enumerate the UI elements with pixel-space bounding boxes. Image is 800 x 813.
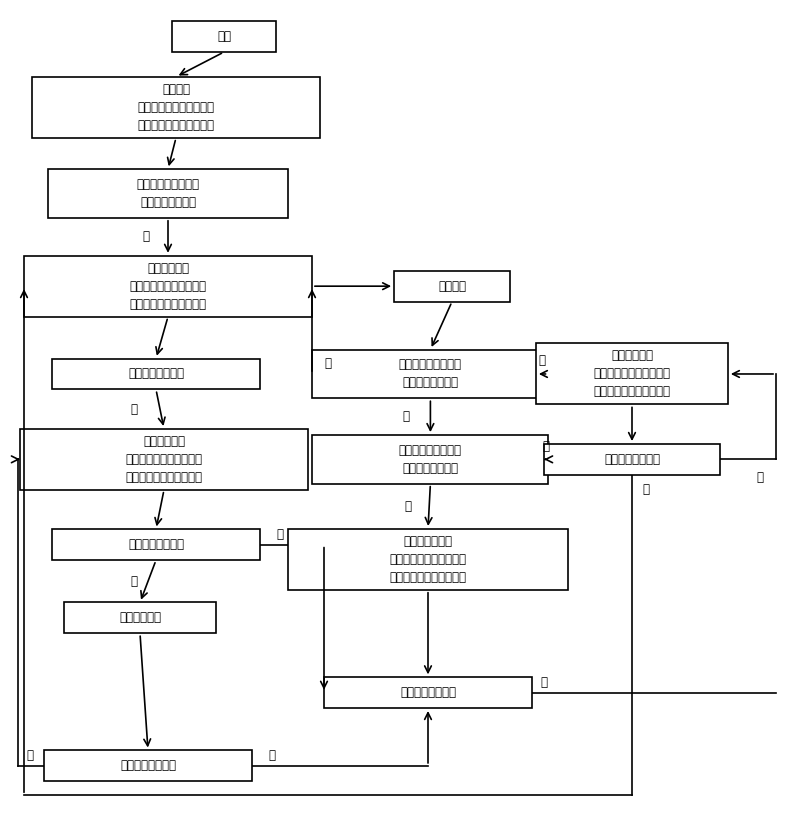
Text: 水温水位传感器检测
是否到达设定水位: 水温水位传感器检测 是否到达设定水位 (137, 178, 199, 209)
Text: 需电加热: 需电加热 (438, 280, 466, 293)
FancyBboxPatch shape (24, 256, 312, 316)
FancyBboxPatch shape (536, 343, 728, 404)
Text: 是: 是 (541, 676, 547, 689)
Text: 水温水位传感器检测
是否到达设定水位: 水温水位传感器检测 是否到达设定水位 (399, 359, 462, 389)
FancyBboxPatch shape (544, 444, 720, 475)
Text: 水温水位传感器检测
是否到达设定水温: 水温水位传感器检测 是否到达设定水温 (399, 444, 462, 475)
Text: 否: 否 (405, 500, 411, 513)
Text: 热水龙头是否打开: 热水龙头是否打开 (400, 686, 456, 699)
FancyBboxPatch shape (313, 435, 549, 484)
FancyBboxPatch shape (52, 359, 260, 389)
FancyBboxPatch shape (324, 677, 532, 708)
Text: 是: 是 (26, 749, 33, 762)
Text: 进入用水状态
上水阀打开、进气阀关闭
泄压阀关闭、信号阀关闭: 进入用水状态 上水阀打开、进气阀关闭 泄压阀关闭、信号阀关闭 (126, 435, 202, 484)
Text: 热水龙头是否打开: 热水龙头是否打开 (128, 367, 184, 380)
Text: 是: 是 (325, 357, 332, 370)
FancyBboxPatch shape (52, 529, 260, 560)
Text: 否: 否 (277, 528, 283, 541)
Text: 进入集热状态
上水阀关闭、进气阀打开
泄压阀打开、信号阀打开: 进入集热状态 上水阀关闭、进气阀打开 泄压阀打开、信号阀打开 (130, 262, 206, 311)
Text: 否: 否 (269, 749, 275, 762)
Text: 进入电加热状态
上水阀关闭、进气阀打开
泄压阀打开、信号阀打开: 进入电加热状态 上水阀关闭、进气阀打开 泄压阀打开、信号阀打开 (390, 535, 466, 584)
FancyBboxPatch shape (313, 350, 549, 398)
Text: 进入上水状态
上水阀打开、进气阀关闭
泄压阀关闭、信号阀关闭: 进入上水状态 上水阀打开、进气阀关闭 泄压阀关闭、信号阀关闭 (594, 350, 670, 398)
Text: 进入待机状态: 进入待机状态 (119, 611, 161, 624)
Text: 否: 否 (542, 440, 550, 453)
Text: 热水龙头是否打开: 热水龙头是否打开 (120, 759, 176, 772)
FancyBboxPatch shape (288, 528, 568, 590)
Text: 热水龙头是否打开: 热水龙头是否打开 (128, 538, 184, 551)
Text: 开始: 开始 (217, 30, 231, 43)
Text: 是: 是 (142, 230, 149, 243)
Text: 是: 是 (403, 411, 410, 423)
FancyBboxPatch shape (44, 750, 252, 781)
Text: 否: 否 (538, 354, 546, 367)
Text: 否: 否 (130, 575, 137, 588)
Text: 是: 是 (643, 483, 650, 496)
FancyBboxPatch shape (64, 602, 216, 633)
Text: 是: 是 (130, 402, 137, 415)
FancyBboxPatch shape (172, 21, 276, 52)
FancyBboxPatch shape (48, 169, 288, 218)
Text: 是: 是 (757, 471, 763, 484)
FancyBboxPatch shape (32, 77, 320, 137)
Text: 热水龙头是否打开: 热水龙头是否打开 (604, 453, 660, 466)
Text: 初始上水
上水阀打开、进气阀关闭
泄压阀关闭、信号阀关闭: 初始上水 上水阀打开、进气阀关闭 泄压阀关闭、信号阀关闭 (138, 83, 214, 132)
FancyBboxPatch shape (394, 271, 510, 302)
FancyBboxPatch shape (20, 429, 308, 489)
